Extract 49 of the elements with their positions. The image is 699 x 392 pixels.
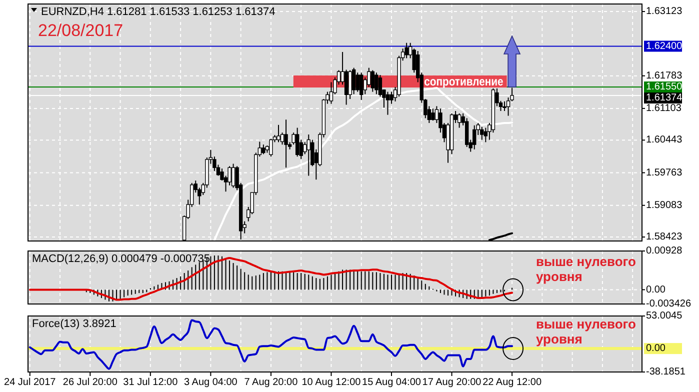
candlestick — [457, 112, 462, 128]
y-tick-label: 1.59763 — [646, 167, 683, 178]
annotation: выше нулевого уровня — [536, 254, 636, 284]
candlestick — [295, 127, 300, 158]
y-tick-label: 0.00928 — [646, 246, 683, 257]
y-tick-label: 1.61103 — [646, 103, 682, 114]
x-tick-label: 17 Aug 20:00 — [422, 377, 482, 388]
candlestick — [472, 124, 476, 150]
ref-line-label: 1.61374 — [646, 92, 683, 104]
x-tick-label: 10 Aug 12:00 — [302, 377, 362, 388]
candlestick — [374, 72, 378, 95]
x-tick-label: 24 Jul 2017 — [4, 377, 56, 388]
y-tick-label: 1.58423 — [646, 232, 683, 243]
band-label: сопротивление — [424, 74, 516, 88]
candlestick — [386, 91, 390, 116]
y-tick-label: 53.0045 — [646, 310, 683, 322]
candlestick — [262, 144, 266, 155]
x-tick-label: 3 Aug 04:00 — [184, 377, 238, 388]
candlestick — [480, 126, 484, 140]
candlestick — [378, 74, 382, 98]
ref-line-label: 1.61550 — [646, 82, 683, 93]
y-tick-label: 1.63123 — [646, 6, 683, 18]
x-tick-label: 31 Jul 12:00 — [123, 377, 178, 388]
y-tick-label: -38.1851 — [646, 366, 686, 378]
candlestick — [431, 108, 435, 122]
y-tick-label: -0.003426 — [646, 298, 692, 310]
y-tick-label: 1.61783 — [646, 70, 683, 82]
x-tick-label: 7 Aug 20:00 — [244, 377, 298, 388]
x-tick-label: 26 Jul 20:00 — [62, 377, 118, 388]
candlestick — [231, 163, 236, 188]
annotation: выше нулевого уровня — [536, 316, 636, 347]
candlestick — [404, 42, 408, 59]
x-tick-label: 15 Aug 04:00 — [362, 377, 422, 388]
x-tick-label: 22 Aug 12:00 — [482, 377, 542, 388]
ref-line-label: 1.62400 — [646, 40, 683, 52]
candlestick — [360, 72, 364, 100]
candlestick — [284, 119, 288, 168]
y-tick-label: 1.60443 — [646, 134, 683, 146]
candlestick — [390, 91, 394, 104]
y-tick-label: 0.00 — [646, 284, 666, 296]
annotation: 22/08/2017 — [38, 21, 124, 40]
candlestick — [352, 67, 356, 95]
candlestick — [484, 127, 488, 143]
candlestick — [370, 70, 375, 92]
y-tick-label: 1.59083 — [646, 200, 683, 211]
chart-title: EURNZD,H4 1.61281 1.61533 1.61253 1.61374 — [41, 6, 276, 18]
chart-title: Force(13) 3.8921 — [32, 318, 116, 330]
chart-title: MACD(12,26,9) 0.000479 -0.000735 — [32, 253, 210, 265]
candlestick — [356, 72, 360, 92]
